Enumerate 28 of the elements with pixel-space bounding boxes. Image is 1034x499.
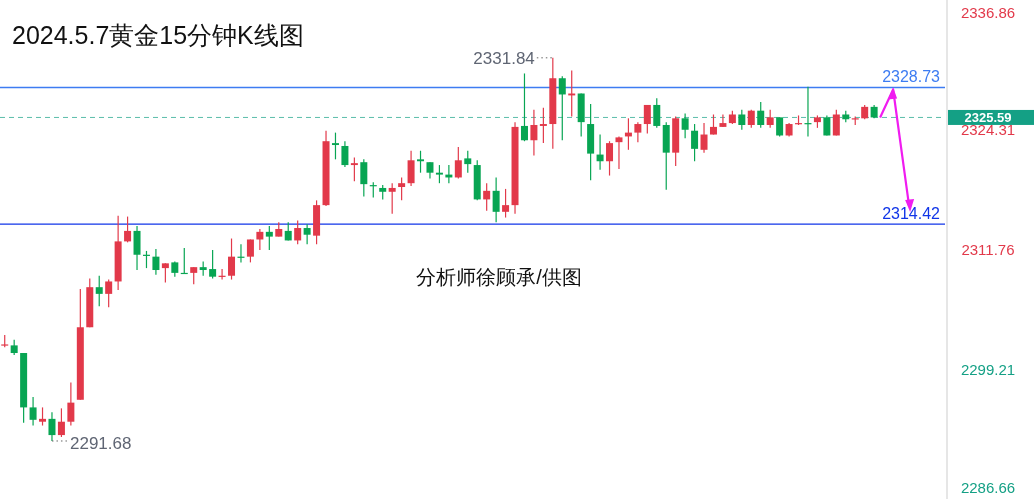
candlestick [766,109,774,129]
candlestick [350,156,358,182]
annotation: 2331.84 [473,48,535,68]
annotation: 2291.68 [69,433,132,453]
candlestick [464,150,472,174]
candlestick [709,113,717,136]
candlestick [265,225,273,251]
candlestick [738,109,746,131]
candlestick [161,262,169,284]
candlestick [331,132,339,160]
candlestick [539,107,547,144]
candlestick [39,406,47,427]
y-tick-label: 2311.76 [961,240,1015,258]
ref-line-label: 2328.73 [882,68,941,86]
annotation: 分析师徐顾承/供图 [416,266,582,289]
candlestick [417,150,425,174]
ref-line: 2314.42 [0,205,946,225]
candlestick [246,238,254,263]
candlestick [435,164,443,184]
y-tick-label: 2336.86 [960,3,1016,21]
text: 2024.5.7黄金15分钟K线图 [12,21,304,49]
ref-line: 2328.73 [0,68,946,89]
candlestick [105,278,113,308]
candlestick [209,249,217,280]
y-tick-label: 2299.21 [960,360,1016,378]
y-tick-label: 2286.66 [960,478,1016,496]
candlestick [851,115,859,126]
ref-line-label: 2314.42 [882,205,941,223]
